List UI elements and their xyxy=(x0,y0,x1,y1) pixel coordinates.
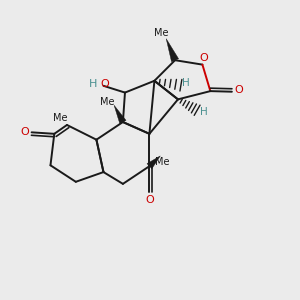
Polygon shape xyxy=(114,105,126,124)
Polygon shape xyxy=(147,156,160,169)
Text: O: O xyxy=(200,53,208,63)
Text: O: O xyxy=(100,79,109,89)
Text: O: O xyxy=(21,127,29,137)
Text: Me: Me xyxy=(53,113,68,124)
Text: Me: Me xyxy=(100,97,115,107)
Text: H: H xyxy=(182,78,190,88)
Text: H: H xyxy=(88,79,97,89)
Text: H: H xyxy=(200,107,208,117)
Text: Me: Me xyxy=(154,158,169,167)
Text: O: O xyxy=(234,85,243,95)
Text: Me: Me xyxy=(154,28,168,38)
Text: O: O xyxy=(145,195,154,205)
Polygon shape xyxy=(166,39,178,62)
